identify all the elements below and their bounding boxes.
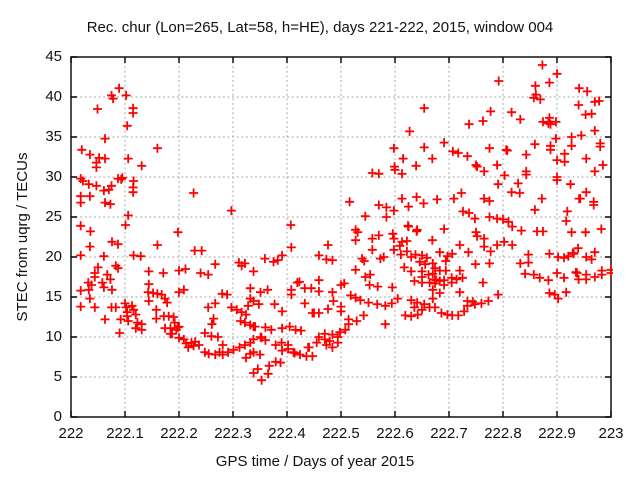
- tick-marks: [70, 56, 612, 418]
- y-tick-label: 25: [45, 208, 62, 225]
- x-tick-label: 222.9: [538, 425, 576, 442]
- y-tick-label: 30: [45, 168, 62, 185]
- x-tick-label: 222.2: [160, 425, 198, 442]
- x-tick-label: 222.4: [268, 425, 306, 442]
- x-tick-label: 222.5: [322, 425, 360, 442]
- data-points: [76, 60, 613, 385]
- y-tick-label: 40: [45, 88, 62, 105]
- x-tick-label: 222.6: [376, 425, 414, 442]
- y-tick-label: 5: [53, 368, 62, 385]
- chart-title: Rec. chur (Lon=265, Lat=58, h=HE), days …: [86, 19, 554, 36]
- x-tick-label: 222: [58, 425, 84, 442]
- x-tick-label: 222.1: [106, 425, 144, 442]
- grid-lines: [71, 57, 611, 417]
- y-tick-label: 35: [45, 128, 62, 145]
- x-tick-label: 223: [598, 425, 624, 442]
- x-tick-label: 222.7: [430, 425, 468, 442]
- x-tick-label: 222.3: [214, 425, 252, 442]
- y-tick-label: 45: [45, 48, 62, 65]
- x-tick-label: 222.8: [484, 425, 522, 442]
- y-axis-title: STEC from uqrg / TECUs: [14, 152, 31, 322]
- y-tick-label: 10: [45, 328, 62, 345]
- y-tick-label: 20: [45, 248, 62, 265]
- y-tick-label: 0: [53, 408, 62, 425]
- y-tick-label: 15: [45, 288, 62, 305]
- x-axis-title: GPS time / Days of year 2015: [215, 453, 415, 470]
